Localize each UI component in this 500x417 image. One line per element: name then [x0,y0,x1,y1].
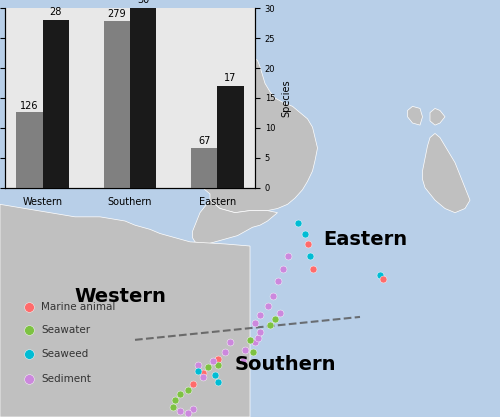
Text: Marine animal: Marine animal [42,302,116,312]
Bar [130,8,156,188]
Circle shape [186,9,194,16]
Bar [42,20,69,188]
Bar [104,21,130,188]
Text: 17: 17 [224,73,236,83]
Circle shape [202,10,212,19]
Text: 279: 279 [108,9,126,19]
Text: Seawater: Seawater [42,325,90,335]
Bar [191,148,218,188]
Polygon shape [422,133,470,213]
Bar [218,86,244,188]
Y-axis label: Species: Species [281,79,291,117]
Text: 67: 67 [198,136,210,146]
Bar [16,112,42,188]
Text: Eastern: Eastern [323,230,407,249]
Polygon shape [430,108,445,125]
Polygon shape [192,200,278,244]
Text: 28: 28 [50,8,62,18]
Polygon shape [198,10,222,23]
Text: 126: 126 [20,100,38,111]
Circle shape [214,20,226,30]
Polygon shape [0,204,250,417]
Polygon shape [408,106,422,125]
Polygon shape [162,52,318,213]
Text: Sediment: Sediment [42,374,92,384]
Text: Southern: Southern [234,355,336,374]
Text: 30: 30 [137,0,149,5]
Text: Western: Western [74,286,166,306]
Text: Seaweed: Seaweed [42,349,88,359]
